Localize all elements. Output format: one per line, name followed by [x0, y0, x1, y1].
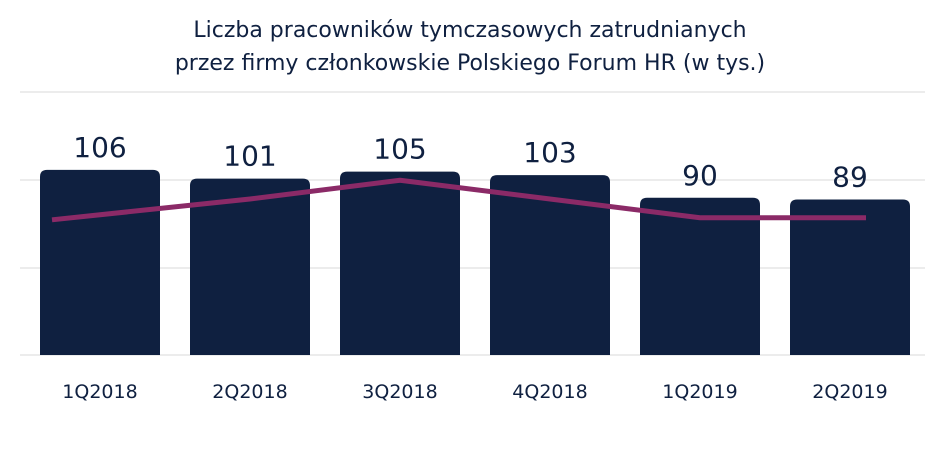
category-label-4Q2018: 4Q2018 — [512, 381, 587, 403]
value-label-4Q2018: 103 — [523, 136, 576, 169]
value-label-2Q2019: 89 — [832, 161, 868, 194]
bar-2Q2019 — [790, 199, 910, 355]
gridlines — [20, 91, 925, 356]
value-label-3Q2018: 105 — [373, 133, 426, 166]
category-label-1Q2019: 1Q2019 — [662, 381, 737, 403]
value-label-1Q2019: 90 — [682, 159, 718, 192]
chart-title-line-2: przez firmy członkowskie Polskiego Forum… — [174, 51, 766, 76]
bar-1Q2018 — [40, 169, 160, 355]
bars — [40, 169, 910, 355]
bar-2Q2018 — [190, 178, 310, 355]
value-label-1Q2018: 106 — [73, 131, 126, 164]
category-labels: 1Q2018 2Q2018 3Q2018 4Q2018 1Q2019 2Q2019 — [62, 381, 887, 403]
chart-title-line-1: Liczba pracowników tymczasowych zatrudni… — [193, 18, 747, 43]
bar-3Q2018 — [340, 171, 460, 355]
category-label-2Q2018: 2Q2018 — [212, 381, 287, 403]
category-label-3Q2018: 3Q2018 — [362, 381, 437, 403]
category-label-1Q2018: 1Q2018 — [62, 381, 137, 403]
trend-line-path — [51, 177, 866, 223]
bar-4Q2018 — [490, 175, 610, 355]
value-label-2Q2018: 101 — [223, 140, 276, 173]
bar-1Q2019 — [640, 197, 760, 355]
value-labels: 106 101 105 103 90 89 — [73, 131, 868, 194]
category-label-2Q2019: 2Q2019 — [812, 381, 887, 403]
trend-line — [51, 177, 866, 223]
chart-title: Liczba pracowników tymczasowych zatrudni… — [0, 14, 940, 80]
